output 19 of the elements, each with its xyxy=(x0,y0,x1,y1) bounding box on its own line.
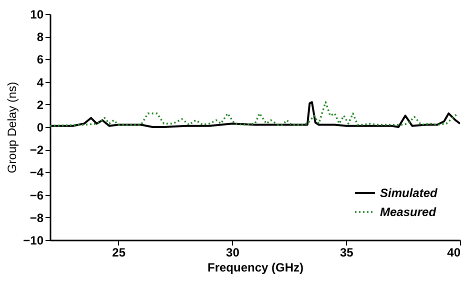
legend-label: Measured xyxy=(380,205,437,219)
y-tick-label: −2 xyxy=(30,143,44,158)
y-tick-label: −4 xyxy=(30,166,44,180)
y-tick-label: 10 xyxy=(30,8,44,22)
y-tick-label: 2 xyxy=(36,98,44,112)
x-axis-title: Frequency (GHz) xyxy=(207,260,304,274)
y-tick-label: −8 xyxy=(30,210,44,225)
x-tick-label: 25 xyxy=(112,246,126,260)
y-tick-label: 6 xyxy=(36,52,44,67)
y-tick-label: 4 xyxy=(36,75,44,90)
y-tick-label: −10 xyxy=(23,234,44,248)
x-tick-label: 35 xyxy=(340,246,354,260)
y-axis-title: Group Delay (ns) xyxy=(5,82,20,174)
x-tick-label: 40 xyxy=(447,246,461,260)
y-tick-label: 0 xyxy=(36,120,44,134)
x-tick-label: 30 xyxy=(226,246,240,260)
legend-label: Simulated xyxy=(380,186,438,200)
y-tick-label: −6 xyxy=(30,188,44,202)
y-tick-label: 8 xyxy=(36,30,44,44)
